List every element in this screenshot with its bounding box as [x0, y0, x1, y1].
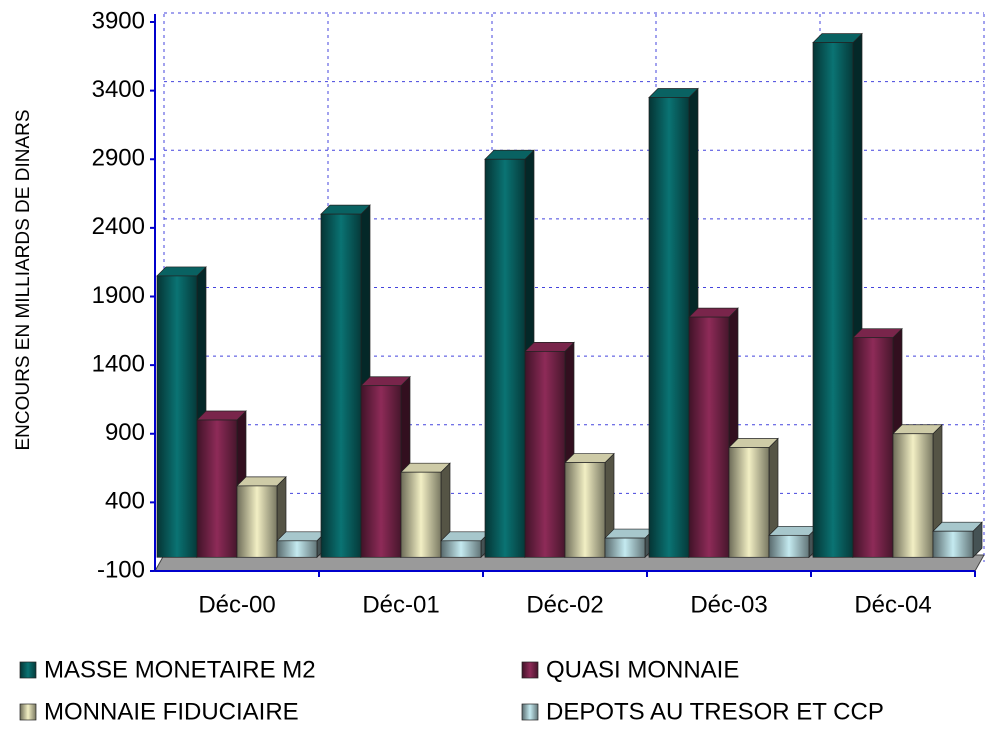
bar-top [524, 342, 575, 352]
bar-top [852, 328, 903, 339]
bar [648, 97, 690, 558]
bar-top [400, 462, 451, 473]
bar [892, 433, 934, 558]
y-tick-label: 900 [105, 419, 145, 446]
bar [276, 540, 318, 558]
bar [320, 213, 362, 558]
bar [564, 462, 606, 558]
y-tick-label: 1400 [92, 350, 145, 377]
y-tick-label: 1900 [92, 282, 145, 309]
x-tick-label: Déc-03 [690, 591, 767, 618]
bar-top [768, 525, 819, 536]
bar [524, 351, 566, 558]
bar [604, 537, 646, 558]
bar-top [892, 424, 943, 435]
y-tick-label: 2900 [92, 145, 145, 172]
legend-swatch [19, 661, 37, 679]
legend-label: QUASI MONNAIE [546, 656, 739, 683]
bar [932, 530, 974, 558]
legend-label: DEPOTS AU TRESOR ET CCP [546, 698, 884, 725]
bar [728, 447, 770, 558]
bar [236, 485, 278, 558]
y-tick-label: 400 [105, 488, 145, 515]
bar-top [484, 149, 535, 160]
bar-top [196, 410, 247, 421]
bar-top [276, 531, 327, 542]
x-tick-label: Déc-04 [854, 591, 931, 618]
bar [688, 316, 730, 558]
y-axis-label: ENCOURS EN MILLIARDS DE DINARS [13, 109, 34, 450]
x-tick-label: Déc-02 [526, 591, 603, 618]
bar-top [932, 521, 983, 532]
bar [196, 419, 238, 558]
bar [440, 540, 482, 558]
bar-top [440, 531, 491, 542]
x-tick-label: Déc-00 [198, 591, 275, 618]
bar [768, 534, 810, 558]
legend-label: MASSE MONETAIRE M2 [44, 656, 316, 683]
y-tick-label: -100 [97, 556, 145, 583]
y-tick-label: 3400 [92, 76, 145, 103]
bar-top [320, 204, 371, 215]
bar [400, 471, 442, 558]
bar-top [688, 307, 739, 318]
legend-swatch [19, 703, 37, 721]
bar [360, 385, 402, 558]
bar-top [156, 266, 207, 277]
y-tick-label: 2400 [92, 213, 145, 240]
bar [484, 158, 526, 558]
x-tick-label: Déc-01 [362, 591, 439, 618]
y-tick-label: 3900 [92, 7, 145, 34]
bar [852, 337, 894, 558]
legend-swatch [521, 703, 539, 721]
bar-top [360, 376, 411, 387]
bar-top [648, 88, 699, 98]
legend-swatch [521, 661, 539, 679]
bar [156, 275, 198, 558]
bar-top [564, 453, 615, 463]
bar [812, 42, 854, 558]
bar-top [728, 438, 779, 448]
bar-top [812, 33, 863, 43]
bar-top [236, 476, 287, 487]
bar-top [604, 528, 655, 539]
legend-label: MONNAIE FIDUCIAIRE [44, 698, 299, 725]
